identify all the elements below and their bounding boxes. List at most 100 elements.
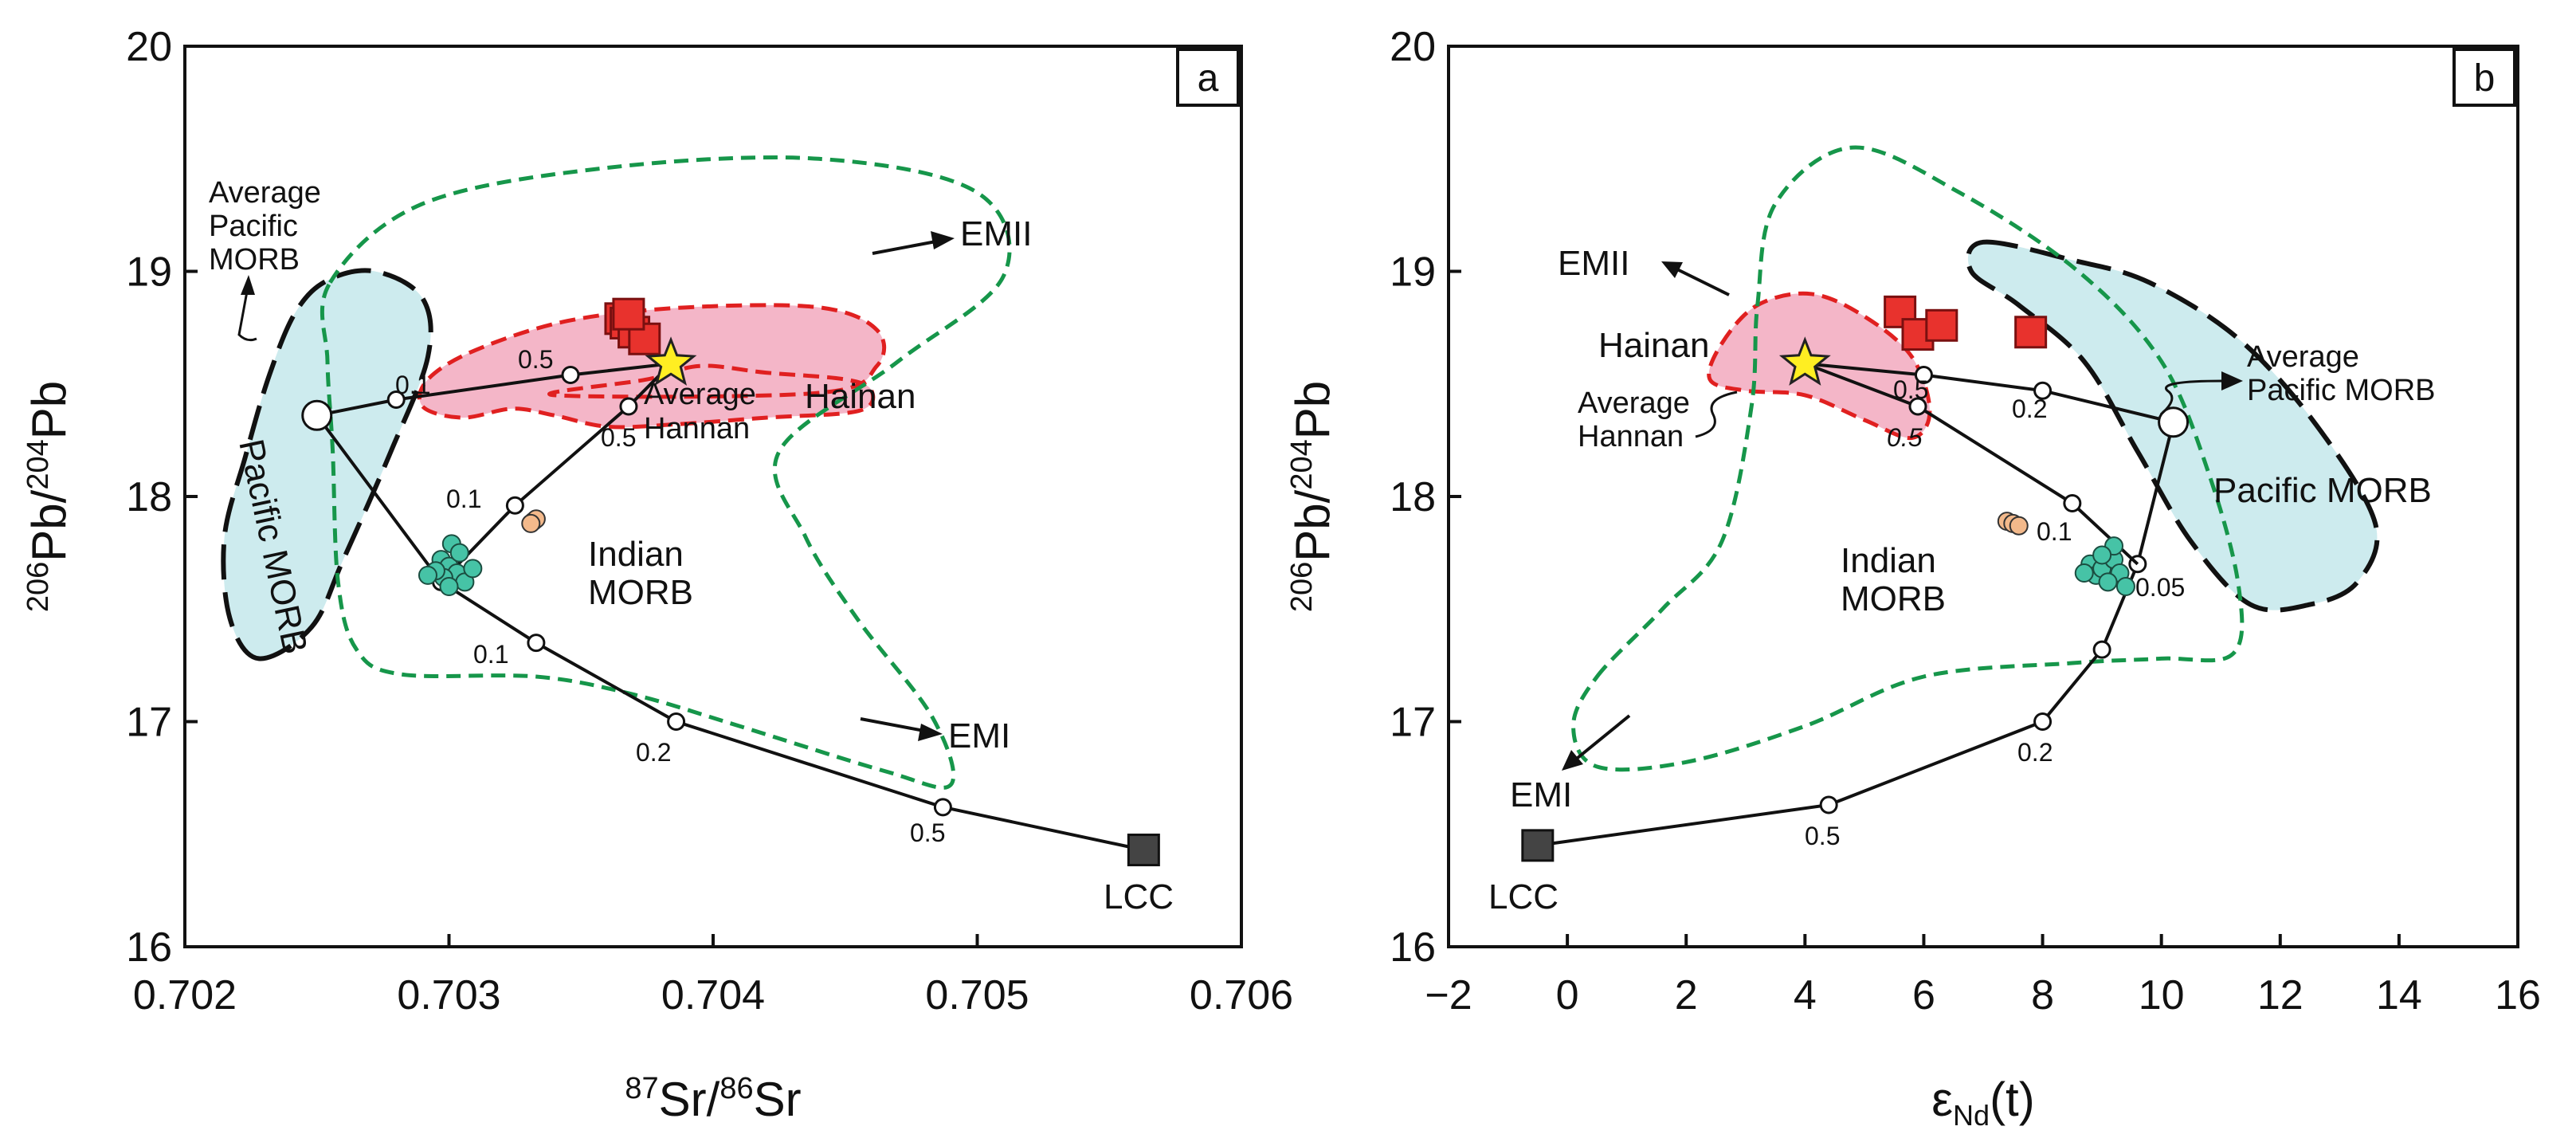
y-axis-label-a: 206Pb/204Pb bbox=[22, 381, 76, 612]
x-tick-label: 2 bbox=[1675, 972, 1698, 1018]
x-tick-label: 4 bbox=[1794, 972, 1817, 1018]
label-avg-pacific-2: Pacific bbox=[209, 210, 298, 243]
mixing-line-0 bbox=[316, 362, 672, 418]
avg-pacific-leader-head bbox=[241, 275, 255, 295]
arrow-emii bbox=[872, 239, 941, 255]
panel-a-label-box bbox=[1176, 48, 1240, 107]
field-pacific-morb-outline bbox=[1965, 239, 2380, 613]
x-tick-label: 0 bbox=[1556, 972, 1579, 1018]
x-tick-label: 12 bbox=[2257, 972, 2304, 1018]
mixing-tick-point bbox=[619, 397, 638, 416]
endmember-average-pacific-morb bbox=[301, 399, 333, 431]
frac-b-4: 0.1 bbox=[2037, 517, 2072, 546]
mixing-line-1 bbox=[1537, 422, 2175, 847]
sample-teal-point bbox=[449, 543, 469, 563]
endmember-average-pacific-morb bbox=[2158, 406, 2190, 438]
sample-red-square bbox=[1925, 308, 1958, 342]
sample-teal-point bbox=[418, 565, 437, 585]
mixing-tick-point bbox=[1914, 365, 1933, 384]
frac-a-1: 0.1 bbox=[395, 371, 430, 399]
xlabel-a-sup2: 86 bbox=[719, 1072, 753, 1105]
xlabel-a-t2: Sr bbox=[754, 1073, 802, 1126]
x-tick-label: −2 bbox=[1425, 972, 1472, 1018]
panel-a-label: a bbox=[1198, 57, 1219, 100]
mixing-tick-point bbox=[561, 365, 580, 384]
field-pacific-morb-fill bbox=[223, 270, 431, 659]
endmember-lcc-square bbox=[1521, 829, 1555, 862]
frac-b-7: 0.5 bbox=[1805, 822, 1840, 850]
panel-b-label-box bbox=[2452, 48, 2516, 107]
xlabel-a-sup1: 87 bbox=[625, 1072, 658, 1105]
sample-orange-point bbox=[521, 513, 541, 533]
x-tick-label: 0.706 bbox=[1190, 972, 1293, 1018]
label-avg-pacific-b-1: Average bbox=[2247, 340, 2359, 374]
y-tick-label: 20 bbox=[1390, 24, 1436, 70]
xlabel-b-t2: (t) bbox=[1990, 1073, 2035, 1126]
label-indian-morb-b-1: Indian bbox=[1841, 541, 1936, 580]
x-tick-label: 6 bbox=[1912, 972, 1935, 1018]
mixing-tick-point bbox=[527, 634, 546, 653]
hannan-leader-b bbox=[1695, 390, 1738, 438]
x-tick-label: 14 bbox=[2376, 972, 2422, 1018]
frac-b-2: 0.2 bbox=[2012, 394, 2047, 423]
label-avg-pacific-b-2: Pacific MORB bbox=[2247, 374, 2435, 407]
endmember-average-hannan-star bbox=[645, 336, 697, 386]
label-avg-pacific-1: Average bbox=[209, 176, 321, 210]
label-pacific-morb-b: Pacific MORB bbox=[2213, 471, 2432, 510]
label-lcc-a: LCC bbox=[1104, 877, 1174, 916]
label-indian-morb-1: Indian bbox=[588, 535, 684, 574]
x-axis-label-a: 87Sr/86Sr bbox=[625, 1072, 801, 1126]
field-indian-morb-outline bbox=[320, 155, 1012, 790]
ylabel-a-sup2: 204 bbox=[22, 439, 55, 489]
sample-teal-point bbox=[2098, 572, 2118, 592]
mixing-line-2 bbox=[440, 362, 672, 583]
panel-b: −2 0 2 4 6 8 10 12 14 16 16 17 18 19 20 b EMII EMI LCC… bbox=[1285, 24, 2541, 1132]
frac-a-3: 0.1 bbox=[446, 485, 481, 513]
sample-red-square bbox=[2014, 316, 2048, 349]
y-tick-label: 18 bbox=[126, 474, 172, 520]
y-tick-label: 16 bbox=[1390, 924, 1436, 971]
frac-a-6: 0.2 bbox=[636, 738, 671, 767]
arrow-emii-head bbox=[931, 231, 955, 249]
field-hainan-outline bbox=[417, 303, 887, 430]
y-tick-label: 18 bbox=[1390, 474, 1436, 520]
sample-red-square bbox=[612, 297, 645, 331]
ylabel-a-t2: Pb bbox=[22, 381, 76, 439]
ylabel-a-t1: Pb/ bbox=[22, 489, 76, 561]
frac-a-4: 0.5 bbox=[601, 423, 636, 452]
mixing-line-1 bbox=[316, 414, 1144, 852]
field-hainan-outline bbox=[1707, 291, 1932, 441]
sample-teal-point bbox=[2074, 563, 2094, 583]
label-hainan-a: Hainan bbox=[805, 377, 916, 416]
label-average-hannan-b-1: Average bbox=[1578, 387, 1690, 420]
label-hainan-b: Hainan bbox=[1598, 326, 1709, 365]
frac-b-6: 0.2 bbox=[2017, 738, 2053, 767]
mixing-tick-point bbox=[2092, 640, 2111, 659]
frac-a-7: 0.5 bbox=[910, 818, 945, 847]
label-indian-morb-2: MORB bbox=[588, 573, 693, 612]
mixing-tick-point bbox=[386, 390, 406, 410]
y-axis-label-b: 206Pb/204Pb bbox=[1285, 381, 1339, 612]
sample-teal-point bbox=[439, 577, 459, 596]
mixing-tick-point bbox=[1819, 795, 1838, 814]
mixing-line-0 bbox=[1805, 362, 2174, 424]
frac-a-5: 0.1 bbox=[473, 640, 508, 669]
x-tick-label: 0.705 bbox=[925, 972, 1029, 1018]
mixing-tick-point bbox=[2033, 712, 2053, 731]
ylabel-b-t1: Pb/ bbox=[1286, 489, 1339, 561]
ylabel-b-sup1: 206 bbox=[1285, 562, 1319, 612]
arrow-emi bbox=[860, 717, 929, 733]
y-tick-label: 20 bbox=[126, 24, 172, 70]
panel-b-label: b bbox=[2474, 57, 2496, 100]
y-tick-label: 16 bbox=[126, 924, 172, 971]
label-average-hannan-b-2: Hannan bbox=[1578, 420, 1684, 453]
x-tick-label: 0.703 bbox=[397, 972, 500, 1018]
sample-teal-point bbox=[2092, 545, 2112, 565]
label-average-hannan-1: Average bbox=[644, 378, 756, 411]
endmember-lcc-square bbox=[1127, 834, 1160, 867]
ylabel-a-sup1: 206 bbox=[22, 562, 55, 612]
panel-a: 0.702 0.703 0.704 0.705 0.706 16 17 18 19 20 a EM… bbox=[22, 24, 1293, 1126]
xlabel-b-t1: ε bbox=[1931, 1073, 1953, 1126]
arrow-emi-b bbox=[1572, 714, 1631, 763]
